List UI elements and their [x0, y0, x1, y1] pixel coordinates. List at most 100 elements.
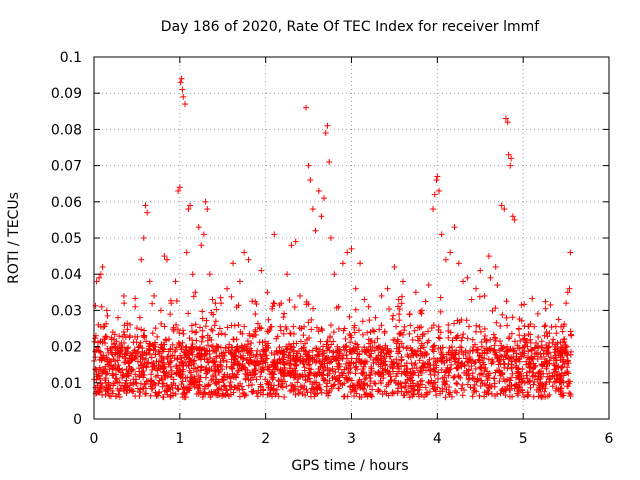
data-point: [230, 260, 237, 267]
data-point: [321, 195, 328, 202]
data-point: [177, 79, 184, 86]
data-point: [517, 337, 524, 344]
data-point: [278, 380, 285, 387]
data-point: [351, 329, 358, 336]
data-point: [192, 321, 199, 328]
data-point: [204, 342, 211, 349]
data-point: [501, 360, 508, 367]
data-point: [553, 330, 560, 337]
data-point: [222, 331, 229, 338]
data-point: [236, 393, 243, 400]
data-point: [408, 347, 415, 354]
data-point: [432, 379, 439, 386]
x-tick-label: 0: [90, 431, 99, 447]
data-point: [516, 332, 523, 339]
data-point: [494, 282, 501, 289]
data-point: [157, 307, 164, 314]
data-point: [469, 393, 476, 400]
data-point: [179, 86, 186, 93]
data-point: [249, 333, 256, 340]
data-point: [505, 335, 512, 342]
data-point: [202, 198, 209, 205]
data-point: [401, 392, 408, 399]
data-point: [497, 323, 504, 330]
data-point: [264, 289, 271, 296]
data-point: [291, 304, 298, 311]
data-point: [490, 375, 497, 382]
data-point: [295, 376, 302, 383]
x-tick-label: 1: [175, 431, 184, 447]
data-point: [104, 312, 111, 319]
data-point: [471, 381, 478, 388]
data-point: [504, 322, 511, 329]
data-point: [406, 330, 413, 337]
data-point: [248, 340, 255, 347]
data-point: [120, 292, 127, 299]
data-point: [401, 323, 408, 330]
data-point: [476, 293, 483, 300]
data-point: [507, 377, 514, 384]
data-point: [213, 306, 220, 313]
data-point: [492, 305, 499, 312]
data-point: [468, 363, 475, 370]
data-point: [235, 321, 242, 328]
y-tick-label: 0.1: [60, 50, 82, 66]
data-point: [220, 382, 227, 389]
data-point: [473, 322, 480, 329]
y-axis-label: ROTI / TECUs: [6, 192, 22, 284]
data-point: [317, 338, 324, 345]
data-point: [395, 296, 402, 303]
data-point: [199, 308, 206, 315]
data-point: [320, 367, 327, 374]
data-point: [209, 327, 216, 334]
data-point: [202, 323, 209, 330]
y-tick-label: 0.01: [51, 376, 82, 392]
data-point: [193, 337, 200, 344]
data-point: [491, 334, 498, 341]
data-point: [227, 386, 234, 393]
data-point: [204, 206, 211, 213]
data-point: [442, 394, 449, 401]
data-point: [413, 351, 420, 358]
data-point: [300, 332, 307, 339]
data-point: [286, 360, 293, 367]
data-point: [209, 296, 216, 303]
x-tick-label: 4: [433, 431, 442, 447]
data-point: [469, 370, 476, 377]
data-point: [567, 391, 574, 398]
data-point: [524, 393, 531, 400]
y-tick-label: 0.04: [51, 267, 82, 283]
data-point: [507, 162, 514, 169]
data-point: [307, 177, 314, 184]
data-point: [281, 394, 288, 401]
data-point: [351, 322, 358, 329]
data-point: [316, 381, 323, 388]
data-point: [430, 355, 437, 362]
data-point: [312, 227, 319, 234]
data-point: [361, 296, 368, 303]
data-point: [200, 231, 207, 238]
data-point: [144, 209, 151, 216]
data-point: [206, 271, 213, 278]
data-point: [406, 311, 413, 318]
data-point: [341, 347, 348, 354]
data-point: [436, 335, 443, 342]
data-point: [212, 318, 219, 325]
data-point: [530, 372, 537, 379]
data-point: [235, 367, 242, 374]
data-point: [438, 231, 445, 238]
data-point: [561, 369, 568, 376]
data-point: [183, 249, 190, 256]
data-point: [538, 338, 545, 345]
data-point: [465, 323, 472, 330]
data-point: [92, 302, 99, 309]
data-point: [146, 278, 153, 285]
data-point: [358, 394, 365, 401]
data-point: [408, 360, 415, 367]
data-point: [193, 368, 200, 375]
data-point: [158, 320, 165, 327]
data-point: [358, 370, 365, 377]
x-tick-labels: 0 1 2 3 4 5 6: [90, 431, 614, 447]
data-point: [190, 293, 197, 300]
y-tick-label: 0.03: [51, 303, 82, 319]
